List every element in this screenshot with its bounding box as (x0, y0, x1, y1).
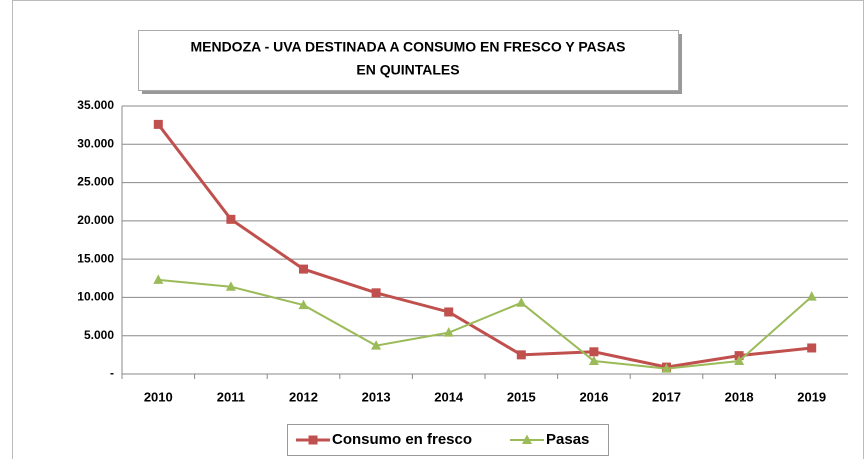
y-tick-label: 5.000 (84, 328, 114, 342)
x-tick-label: 2018 (725, 389, 754, 404)
marker (153, 119, 163, 129)
x-tick-label: 2015 (507, 389, 536, 404)
legend-box (287, 424, 609, 456)
marker (371, 288, 381, 298)
marker (589, 347, 599, 357)
marker (444, 307, 454, 317)
x-tick-label: 2010 (144, 389, 173, 404)
marker (806, 291, 817, 301)
marker (522, 434, 532, 444)
x-tick-label: 2016 (579, 389, 608, 404)
marker (661, 363, 672, 373)
chart-title: EN QUINTALES (356, 62, 459, 78)
marker (516, 350, 526, 360)
x-tick-label: 2019 (797, 389, 826, 404)
chart-title: MENDOZA - UVA DESTINADA A CONSUMO EN FRE… (190, 39, 625, 55)
marker (807, 343, 817, 353)
y-tick-label: 10.000 (77, 290, 114, 304)
y-tick-label: 15.000 (77, 251, 114, 265)
marker (299, 264, 308, 274)
x-tick-label: 2011 (217, 389, 245, 404)
x-tick-label: 2013 (362, 389, 391, 404)
legend-label: Pasas (546, 431, 589, 448)
x-tick-label: 2017 (652, 389, 681, 404)
y-tick-label: 25.000 (77, 175, 114, 189)
marker (225, 281, 236, 291)
series-line (157, 123, 812, 369)
marker (734, 355, 745, 365)
x-tick-label: 2012 (289, 389, 318, 404)
legend-label: Consumo en fresco (332, 431, 472, 448)
marker (371, 340, 382, 350)
marker (226, 214, 236, 224)
marker (153, 274, 164, 284)
series-line (158, 278, 813, 370)
marker (298, 299, 309, 310)
marker (308, 435, 318, 445)
marker (588, 355, 599, 365)
y-tick-label: 20.000 (77, 213, 114, 227)
x-tick-label: 2014 (434, 389, 464, 404)
marker (516, 297, 527, 307)
marker (443, 327, 454, 337)
y-tick-label: 30.000 (77, 136, 114, 150)
y-tick-label: - (110, 366, 114, 380)
y-tick-label: 35.000 (77, 98, 114, 112)
title-box (138, 30, 679, 91)
